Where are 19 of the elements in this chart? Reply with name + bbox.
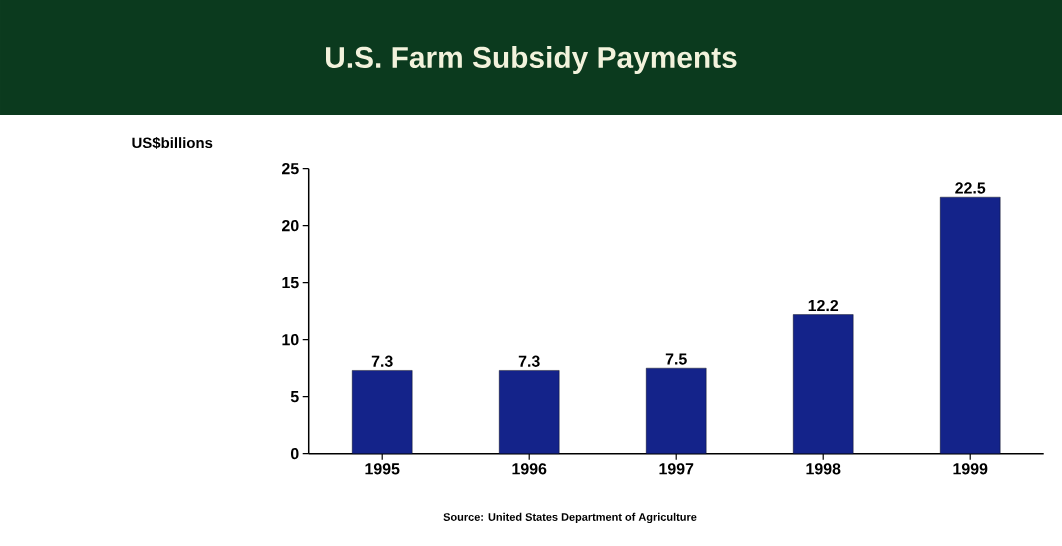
source-note: Source: United States Department of Agriculture	[443, 512, 697, 524]
y-tick-label: 15	[282, 277, 299, 289]
y-tick-label: 0	[290, 448, 299, 460]
x-tick-label: 1995	[365, 463, 400, 475]
chart-title: U.S. Farm Subsidy Payments	[326, 46, 737, 74]
y-tick-label: 20	[282, 220, 299, 232]
data-label: 7.3	[518, 355, 540, 367]
x-tick-label: 1999	[953, 463, 988, 475]
y-axis-title: US$billions	[132, 136, 213, 150]
x-tick-label: 1997	[659, 463, 694, 475]
y-tick-label: 5	[290, 391, 299, 403]
y-tick-label: 10	[282, 334, 299, 346]
x-tick-label: 1996	[512, 463, 547, 475]
data-label: 22.5	[955, 182, 986, 194]
x-tick-label: 1998	[806, 463, 841, 475]
data-label: 7.3	[371, 355, 393, 367]
y-tick-label: 25	[282, 163, 299, 175]
data-label: 7.5	[665, 353, 687, 365]
data-label: 12.2	[808, 299, 839, 312]
